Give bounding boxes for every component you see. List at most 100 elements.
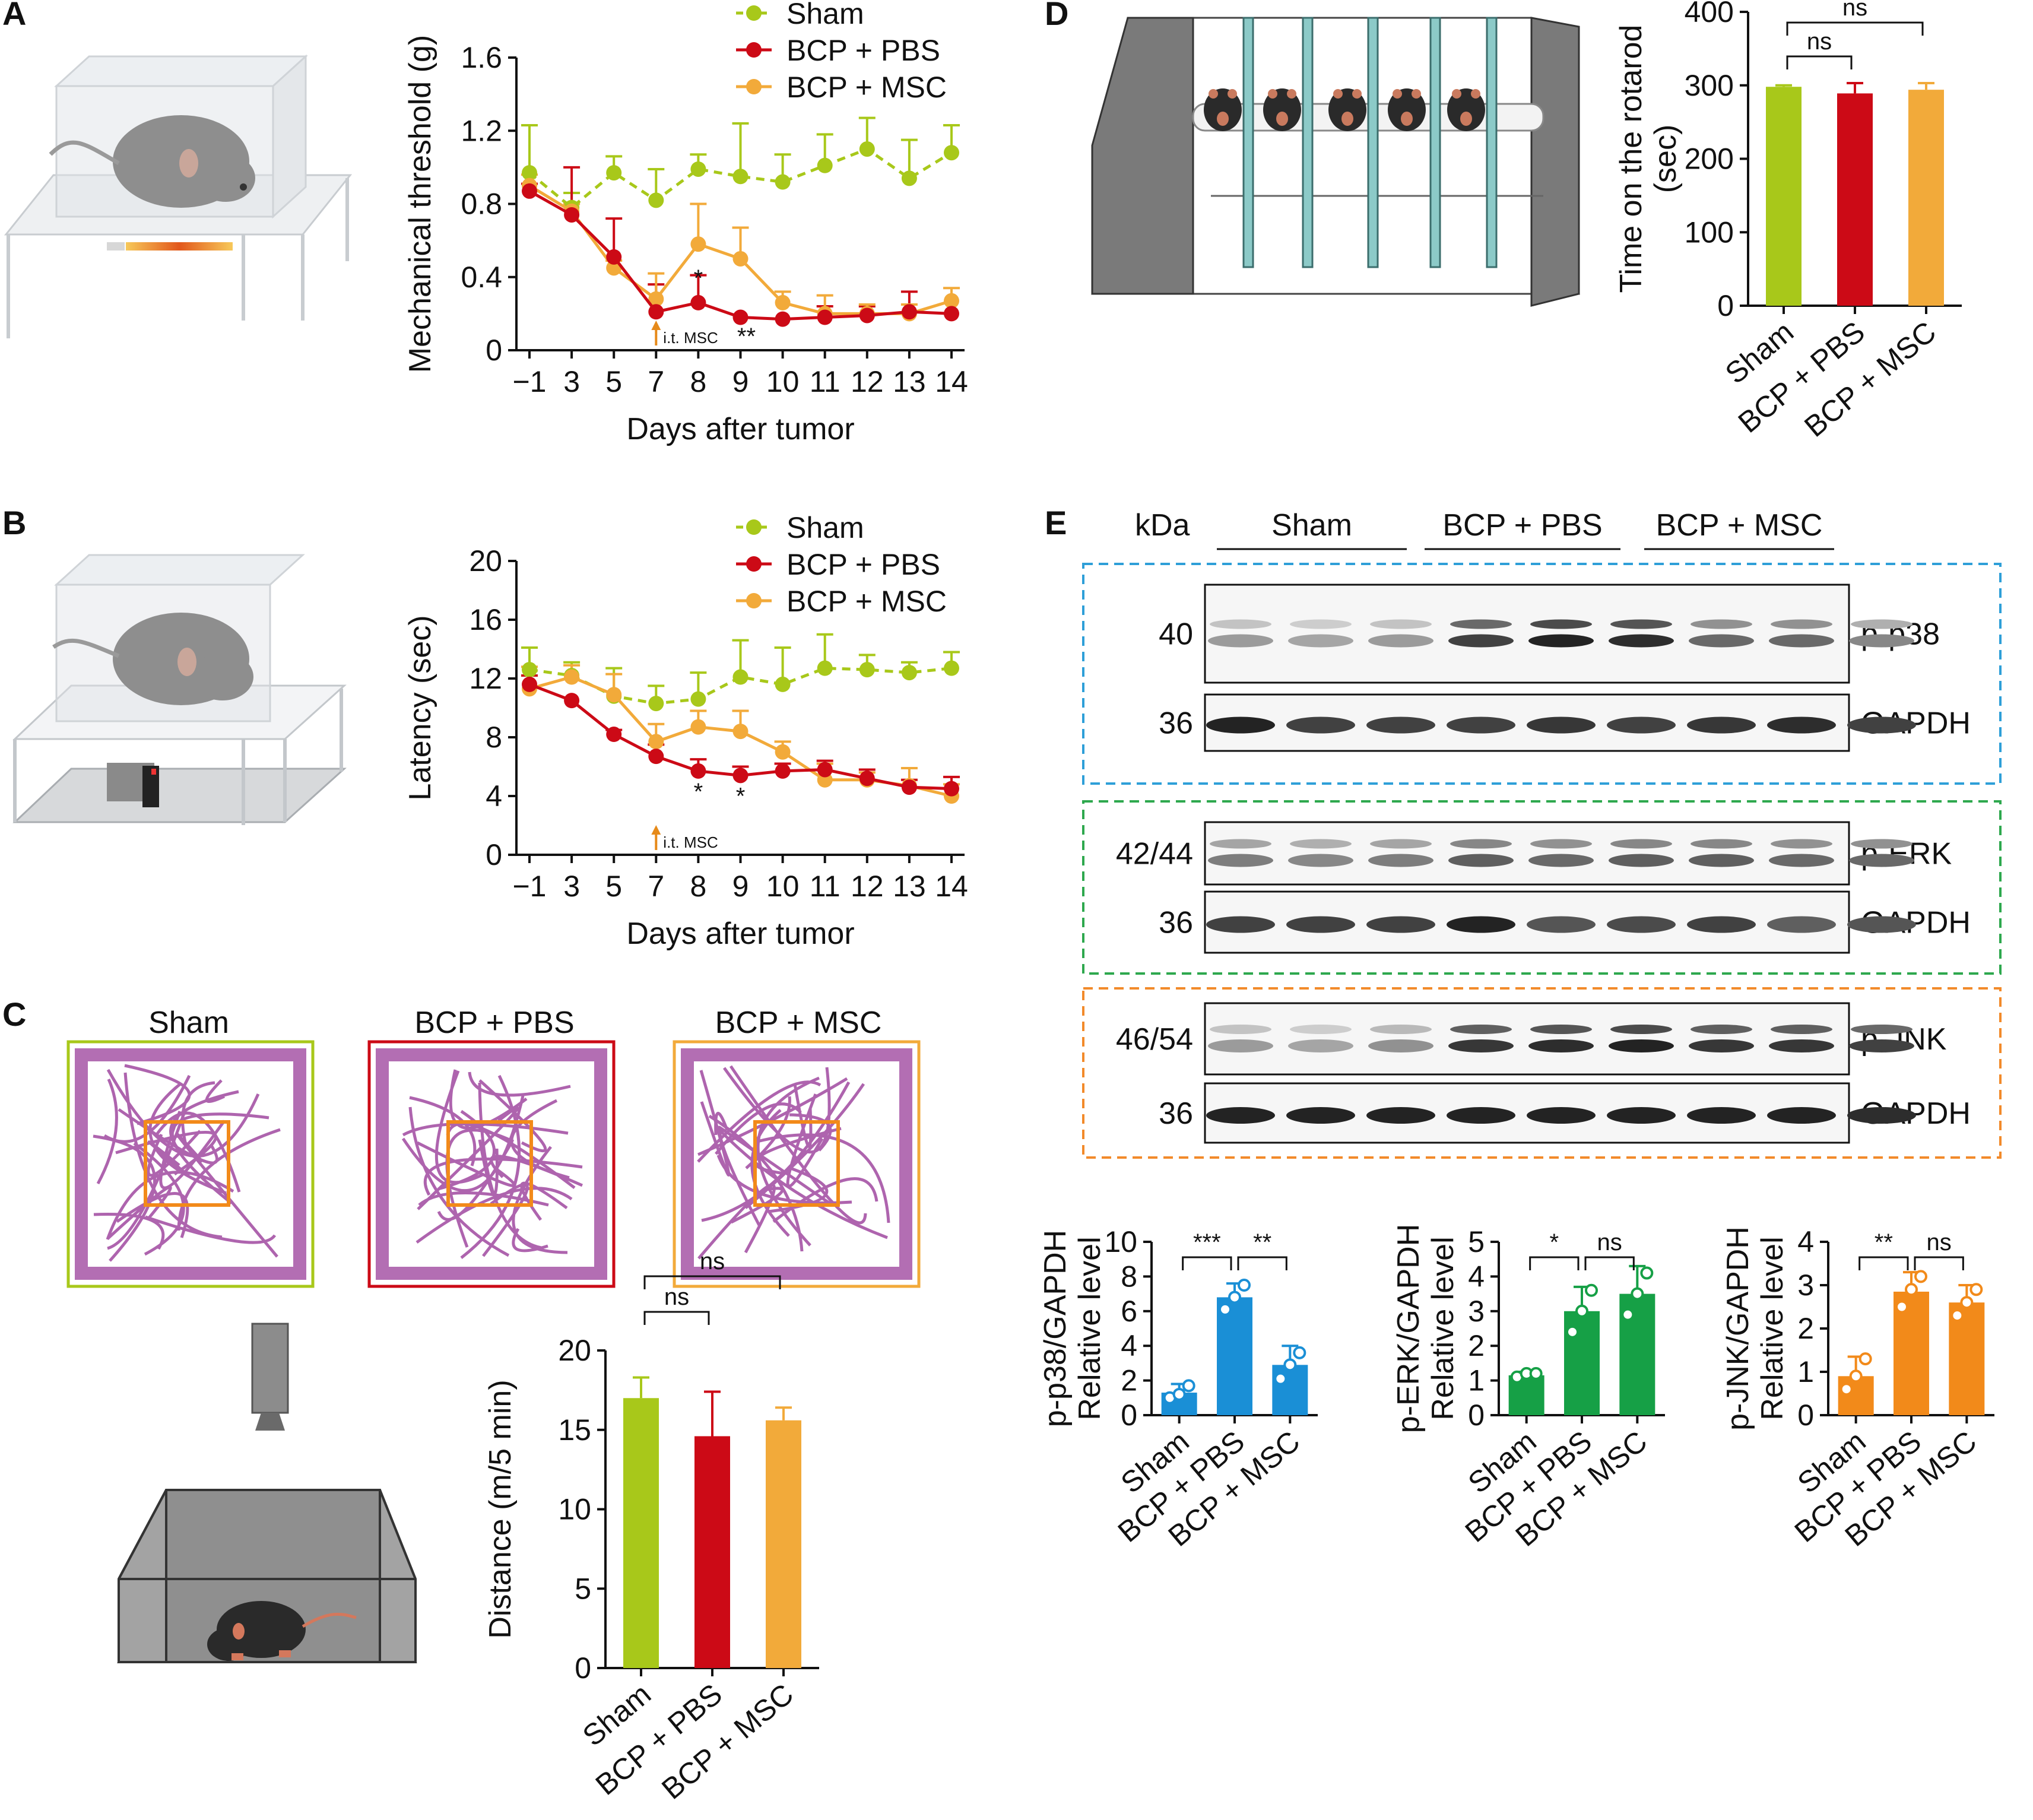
blot-kda: 36 [1159,1096,1193,1131]
x-tick-label: 7 [648,365,664,398]
comparison-label: ns [1842,0,1867,21]
blot-band-lower [1769,854,1834,867]
x-tick-label: 11 [810,870,841,903]
legend-label: BCP + MSC [786,585,947,618]
blot-band-upper [1691,1025,1752,1034]
bar-1 [1837,93,1873,306]
data-point [522,165,537,181]
rotarod-mouse [1328,88,1366,131]
data-point [859,141,875,157]
blot-band-upper [1290,619,1352,629]
panel-letter-b: B [2,504,26,541]
x-tick-label: 8 [690,870,706,903]
data-point [901,779,917,795]
data-point [732,169,749,185]
bar-1 [694,1436,730,1668]
data-point [775,294,791,310]
blot-band-lower [1689,854,1754,867]
data-point [1849,1369,1863,1383]
blot-band-lower [1849,634,1914,648]
data-point [522,662,537,678]
comparison-label: ns [1597,1229,1622,1255]
y-tick-label: 1.6 [461,41,502,74]
blot-band-upper [1530,619,1592,629]
y-tick-label: 0.4 [461,261,502,294]
significance-mark: * [694,779,703,805]
y-tick-label: 100 [1685,215,1734,249]
y-axis-title: Relative level [1755,1236,1790,1420]
y-tick-label: 200 [1685,142,1734,176]
blot-kda: 36 [1159,706,1193,741]
blot-band [1607,916,1676,933]
x-tick-label: 11 [810,365,841,398]
track-path [697,1065,890,1260]
y-tick-label: 12 [469,662,502,695]
y-tick-label: 20 [558,1334,591,1367]
mouse-ear [1268,89,1277,99]
y-tick-label: 4 [486,779,502,813]
group-header: BCP + MSC [1656,508,1823,543]
data-point [1839,1383,1853,1396]
blot-band-lower [1368,1039,1433,1052]
data-point [690,236,706,252]
y-tick-label: 4 [1121,1329,1137,1362]
data-point [648,734,664,750]
data-point [1172,1387,1186,1401]
data-point [1950,1309,1964,1323]
blot-band-upper [1771,1025,1832,1034]
y-tick-label: 3 [1468,1295,1485,1328]
blot-band [1366,716,1435,734]
data-point [775,763,791,779]
data-point [1640,1266,1654,1280]
bar-0 [1766,87,1802,306]
y-tick-label: 2 [1468,1329,1485,1362]
blot-band [1527,716,1596,734]
legend-marker [746,5,762,21]
comparison-bracket [1786,21,1924,36]
comparison-label: ns [700,1248,725,1274]
x-tick-label: 9 [732,365,749,398]
hargreaves-illustration [12,554,347,825]
data-point [606,687,622,703]
comparison-bracket [643,1275,781,1289]
blot-kda: 40 [1159,617,1193,652]
data-point [1182,1379,1195,1393]
data-point [817,660,833,676]
data-point [1274,1372,1287,1385]
data-point [1293,1346,1306,1359]
blot-band [1847,916,1916,933]
blot-band [1447,1107,1515,1124]
mouse-ear [1393,89,1402,99]
data-point [859,307,875,324]
data-point [1228,1291,1241,1304]
blot-band-upper [1691,839,1752,849]
y-tick-label: 2 [1797,1312,1814,1345]
comparison-label: ns [664,1284,689,1310]
blot-band-upper [1771,839,1832,849]
x-tick-label: 9 [732,870,749,903]
blot-band-upper [1370,839,1432,849]
blot-band-lower [1288,854,1353,867]
data-point [564,693,580,709]
blot-membrane [1204,1002,1850,1076]
comparison-bracket [1237,1256,1287,1270]
blot-band-upper [1691,619,1752,629]
x-axis-title: Days after tumor [626,917,854,951]
blot-group-box [1082,987,2002,1159]
blot-band-lower [1769,1039,1834,1052]
data-point [732,251,749,267]
blot-band [1366,1107,1435,1124]
panel-letter-d: D [1045,0,1068,32]
blot-band-lower [1288,634,1353,648]
bar-2 [1908,90,1944,306]
mouse-ear [1287,89,1296,99]
x-tick-label: 10 [766,870,800,903]
y-tick-label: 5 [575,1572,591,1605]
data-point [732,768,749,784]
y-tick-label: 5 [1468,1225,1485,1258]
data-point [690,691,706,707]
data-point [775,676,791,692]
blot-band [1767,916,1836,933]
blot-band-upper [1530,1025,1592,1034]
